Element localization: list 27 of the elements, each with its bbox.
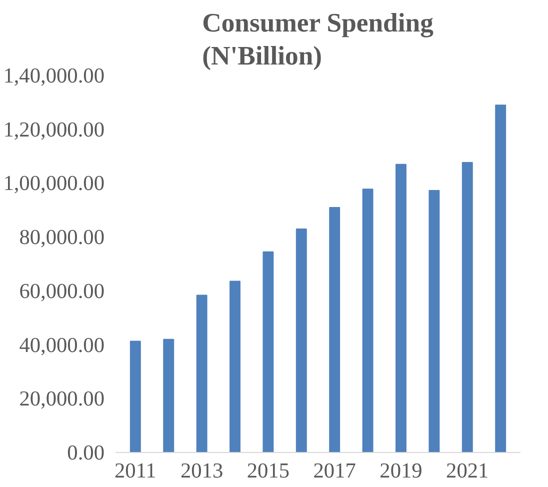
y-tick-label: 40,000.00 <box>19 332 104 357</box>
y-tick-label: 0.00 <box>67 440 105 464</box>
bar <box>428 190 440 452</box>
y-tick-label: 1,00,000.00 <box>3 171 105 196</box>
bar <box>495 104 506 452</box>
x-tick-label: 2015 <box>246 458 290 482</box>
bar <box>396 164 406 452</box>
y-tick-label: 60,000.00 <box>19 278 104 303</box>
y-tick-label: 1,20,000.00 <box>3 117 105 142</box>
bar <box>362 188 374 452</box>
chart-title: Consumer Spending (N'Billion) <box>202 8 434 70</box>
x-tick-label: 2013 <box>180 458 224 482</box>
y-tick-label: 80,000.00 <box>19 225 104 250</box>
x-tick-label: 2017 <box>313 458 356 482</box>
bar <box>462 162 473 452</box>
x-tick-label: 2019 <box>380 458 422 482</box>
bar <box>296 228 307 452</box>
x-tick-label: 2011 <box>114 458 156 482</box>
bar <box>329 206 340 452</box>
y-tick-label: 20,000.00 <box>19 386 104 411</box>
bar <box>130 340 141 452</box>
x-tick-label: 2021 <box>446 458 489 482</box>
bar <box>196 294 208 452</box>
bar <box>230 280 240 452</box>
bar <box>262 251 274 452</box>
bar <box>163 338 174 452</box>
y-tick-label: 1,40,000.00 <box>3 64 105 88</box>
